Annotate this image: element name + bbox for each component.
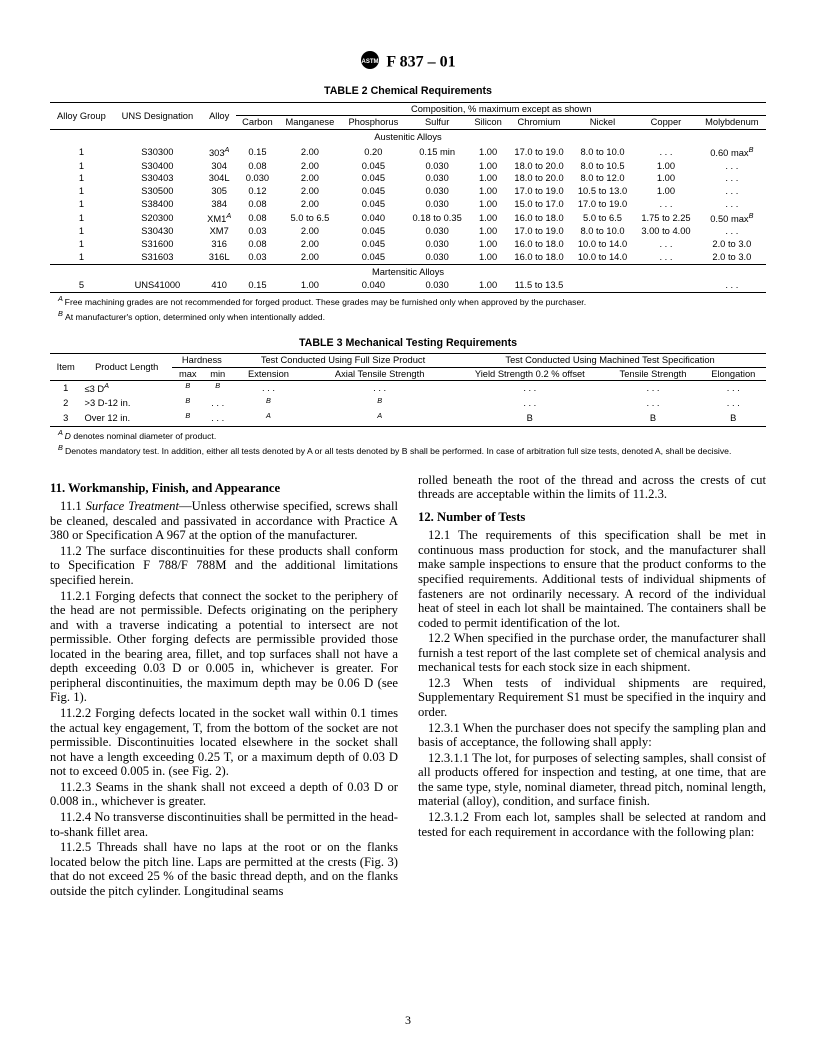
table-row: 1S30403304L0.0302.000.0450.0301.0018.0 t… [50, 172, 766, 185]
table-row: 1S20300XM1A0.085.0 to 6.50.0400.18 to 0.… [50, 211, 766, 226]
th-uns: UNS Designation [113, 102, 202, 129]
table-row: 2>3 D-12 in.B. . .BB. . .. . .. . . [50, 396, 766, 411]
th-comp-col: Chromium [507, 116, 570, 130]
svg-text:ASTM: ASTM [362, 59, 379, 65]
th-comp-col: Nickel [571, 116, 634, 130]
table3-title: TABLE 3 Mechanical Testing Requirements [50, 337, 766, 349]
table3: Item Product Length Hardness Test Conduc… [50, 353, 766, 427]
standard-number: F 837 – 01 [386, 53, 455, 70]
th-prodlen: Product Length [82, 353, 172, 380]
th-alloy-group: Alloy Group [50, 102, 113, 129]
table-row: 5UNS410004100.151.000.0400.0301.0011.5 t… [50, 279, 766, 292]
astm-logo: ASTM [360, 50, 380, 75]
para-12-3-1: 12.3.1 When the purchaser does not speci… [418, 721, 766, 750]
right-column: rolled beneath the root of the thread an… [418, 473, 766, 900]
th-max: max [172, 367, 204, 381]
table-row: 1≤3 DABB. . .. . .. . .. . .. . . [50, 381, 766, 396]
th-comp-col: Carbon [236, 116, 278, 130]
section-11-head: 11. Workmanship, Finish, and Appearance [50, 481, 398, 496]
para-11-2-2: 11.2.2 Forging defects located in the so… [50, 706, 398, 779]
table-row: 1S30300303A0.152.000.200.15 min1.0017.0 … [50, 145, 766, 160]
th-yield: Yield Strength 0.2 % offset [454, 367, 605, 381]
para-11-2-5: 11.2.5 Threads shall have no laps at the… [50, 840, 398, 898]
page-header: ASTM F 837 – 01 [50, 50, 766, 75]
section-martensitic: Martensitic Alloys [50, 264, 766, 279]
section-austenitic: Austenitic Alloys [50, 130, 766, 145]
para-12-3-1-1: 12.3.1.1 The lot, for purposes of select… [418, 751, 766, 809]
table-row: 1S384003840.082.000.0450.0301.0015.0 to … [50, 198, 766, 211]
table-row: 1S304003040.082.000.0450.0301.0018.0 to … [50, 160, 766, 173]
th-item: Item [50, 353, 82, 380]
th-hardness: Hardness [172, 353, 232, 367]
table2-footnote-a: A Free machining grades are not recommen… [50, 295, 766, 308]
para-12-3-1-2: 12.3.1.2 From each lot, samples shall be… [418, 810, 766, 839]
para-12-1: 12.1 The requirements of this specificat… [418, 528, 766, 630]
th-machined: Test Conducted Using Machined Test Speci… [454, 353, 766, 367]
page-number: 3 [0, 1014, 816, 1028]
th-axial: Axial Tensile Strength [305, 367, 454, 381]
th-comp-col: Manganese [278, 116, 341, 130]
para-12-2: 12.2 When specified in the purchase orde… [418, 631, 766, 675]
para-rolled: rolled beneath the root of the thread an… [418, 473, 766, 502]
table2-footnote-b: B At manufacturer's option, determined o… [50, 310, 766, 323]
para-11-2-4: 11.2.4 No transverse discontinuities sha… [50, 810, 398, 839]
para-12-3: 12.3 When tests of individual shipments … [418, 676, 766, 720]
left-column: 11. Workmanship, Finish, and Appearance … [50, 473, 398, 900]
th-composition: Composition, % maximum except as shown [236, 102, 766, 116]
th-comp-col: Silicon [469, 116, 507, 130]
body-columns: 11. Workmanship, Finish, and Appearance … [50, 473, 766, 900]
th-comp-col: Sulfur [405, 116, 468, 130]
th-tensile: Tensile Strength [605, 367, 700, 381]
table3-footnote-a: A D denotes nominal diameter of product. [50, 429, 766, 442]
para-11-2-3: 11.2.3 Seams in the shank shall not exce… [50, 780, 398, 809]
section-12-head: 12. Number of Tests [418, 510, 766, 525]
table2: Alloy Group UNS Designation Alloy Compos… [50, 102, 766, 293]
th-comp-col: Copper [634, 116, 697, 130]
th-fullsize: Test Conducted Using Full Size Product [232, 353, 454, 367]
para-11-1: 11.1 Surface Treatment—Unless otherwise … [50, 499, 398, 543]
th-alloy: Alloy [202, 102, 237, 129]
table-row: 1S30430XM70.032.000.0450.0301.0017.0 to … [50, 225, 766, 238]
table-row: 1S305003050.122.000.0450.0301.0017.0 to … [50, 185, 766, 198]
th-min: min [204, 367, 232, 381]
para-11-2-1: 11.2.1 Forging defects that connect the … [50, 589, 398, 706]
table-row: 1S316003160.082.000.0450.0301.0016.0 to … [50, 238, 766, 251]
th-comp-col: Molybdenum [698, 116, 766, 130]
para-11-2: 11.2 The surface discontinuities for the… [50, 544, 398, 588]
th-elong: Elongation [701, 367, 766, 381]
table2-title: TABLE 2 Chemical Requirements [50, 85, 766, 97]
table3-footnote-b: B Denotes mandatory test. In addition, e… [50, 444, 766, 457]
th-comp-col: Phosphorus [341, 116, 405, 130]
table-row: 1S31603316L0.032.000.0450.0301.0016.0 to… [50, 251, 766, 264]
th-ext: Extension [232, 367, 305, 381]
table-row: 3Over 12 in.B. . .AABBB [50, 411, 766, 426]
